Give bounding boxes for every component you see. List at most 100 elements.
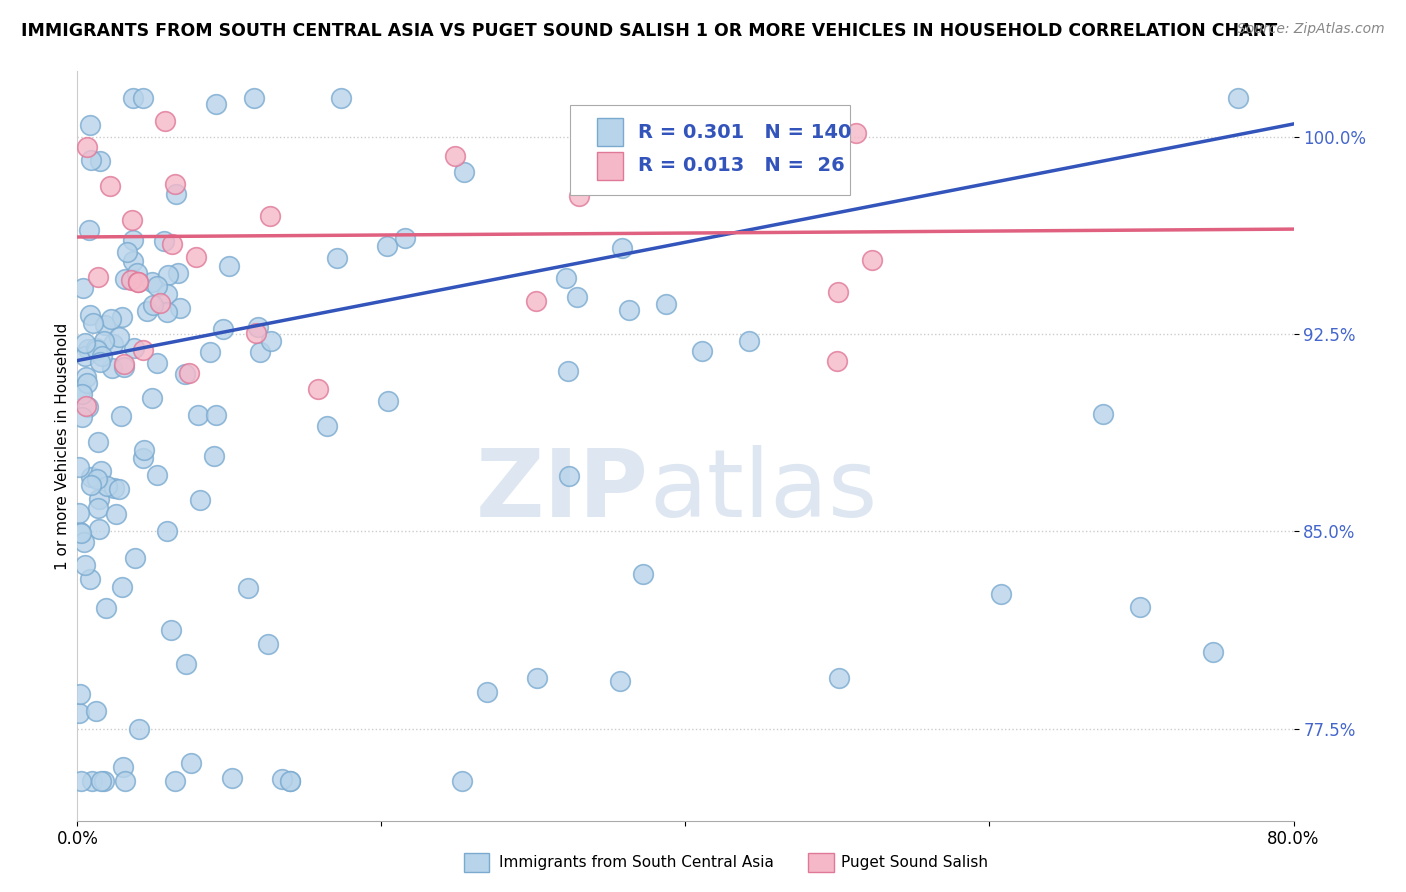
Point [198, 345, 221, 359]
Point [326, 251, 349, 265]
Point [124, 551, 146, 566]
Point [236, 581, 259, 595]
Point [125, 266, 148, 280]
Point [75, 335, 97, 350]
Point [111, 310, 134, 324]
Point [212, 322, 235, 336]
Point [86, 472, 108, 486]
Point [128, 722, 150, 736]
Point [668, 153, 690, 167]
Point [105, 507, 128, 521]
Point [79, 572, 101, 586]
Point [166, 267, 188, 281]
Point [80, 478, 103, 492]
Point [524, 293, 547, 308]
Point [87, 435, 110, 450]
Point [111, 580, 134, 594]
Point [70, 387, 93, 401]
Point [242, 90, 264, 104]
Point [475, 685, 498, 699]
Point [121, 212, 143, 227]
Point [122, 233, 145, 247]
Point [821, 122, 844, 136]
Point [132, 450, 155, 465]
Point [526, 671, 548, 685]
Point [75, 369, 97, 384]
Point [156, 305, 179, 319]
Point [156, 287, 179, 301]
Text: Immigrants from South Central Asia: Immigrants from South Central Asia [499, 855, 775, 870]
Point [121, 272, 143, 286]
Point [377, 393, 399, 408]
Point [80, 469, 103, 483]
Point [69, 687, 91, 701]
Point [160, 237, 183, 252]
Point [89, 354, 111, 368]
Point [631, 567, 654, 582]
Point [329, 90, 352, 104]
Point [70, 526, 93, 541]
Point [132, 343, 155, 358]
Point [79, 308, 101, 322]
Point [451, 774, 474, 789]
Point [205, 409, 228, 423]
Point [169, 301, 191, 316]
Point [75, 349, 97, 363]
Point [187, 408, 209, 422]
Point [108, 330, 131, 344]
Point [1129, 599, 1152, 614]
Point [568, 188, 591, 202]
Point [70, 410, 93, 425]
Point [100, 312, 122, 326]
Point [174, 657, 197, 671]
Point [114, 272, 136, 286]
Point [136, 303, 159, 318]
Point [121, 90, 143, 104]
Point [271, 772, 294, 786]
Point [86, 343, 108, 357]
Point [990, 587, 1012, 601]
Text: R = 0.301   N = 140: R = 0.301 N = 140 [638, 122, 852, 142]
Point [134, 443, 156, 458]
Point [89, 522, 111, 536]
Point [141, 391, 163, 405]
Point [117, 244, 139, 259]
Point [827, 354, 849, 368]
Point [557, 364, 579, 378]
Point [315, 419, 337, 434]
Point [111, 760, 134, 774]
Point [79, 153, 101, 167]
FancyBboxPatch shape [596, 152, 623, 180]
Point [82, 316, 104, 330]
Point [79, 118, 101, 132]
Point [259, 210, 281, 224]
Point [142, 298, 165, 312]
Point [145, 279, 167, 293]
Point [120, 273, 142, 287]
Point [307, 382, 329, 396]
Point [90, 774, 112, 789]
Point [90, 464, 112, 478]
FancyBboxPatch shape [569, 105, 849, 195]
Point [110, 409, 132, 423]
Point [72, 281, 94, 295]
Point [90, 350, 112, 364]
Point [69, 524, 91, 539]
Point [149, 296, 172, 310]
Point [132, 90, 155, 104]
Point [218, 259, 240, 273]
Point [89, 154, 111, 169]
Point [107, 482, 129, 496]
Point [186, 251, 208, 265]
Point [76, 376, 98, 391]
Point [596, 141, 619, 155]
FancyBboxPatch shape [596, 118, 623, 146]
Text: R = 0.013   N =  26: R = 0.013 N = 26 [638, 156, 845, 175]
Point [165, 187, 187, 202]
Point [121, 254, 143, 268]
Text: atlas: atlas [650, 445, 877, 537]
Point [177, 366, 200, 380]
Y-axis label: 1 or more Vehicles in Household: 1 or more Vehicles in Household [55, 322, 70, 570]
Point [87, 269, 110, 284]
Point [280, 774, 302, 789]
